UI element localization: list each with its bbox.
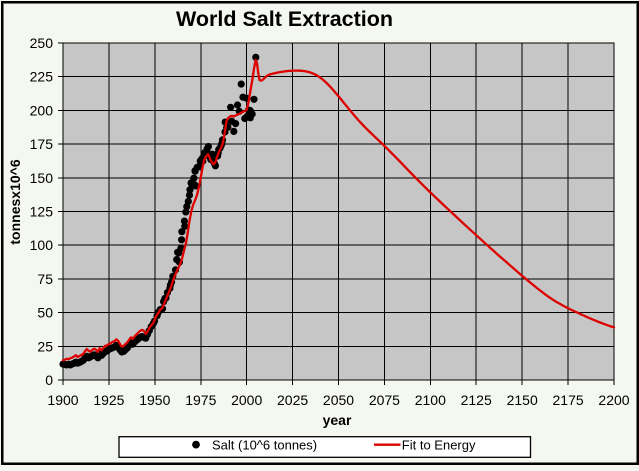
svg-text:2200: 2200 <box>598 392 629 408</box>
svg-text:2100: 2100 <box>415 392 446 408</box>
svg-text:200: 200 <box>30 102 54 118</box>
svg-text:250: 250 <box>30 35 54 51</box>
svg-text:Salt (10^6 tonnes): Salt (10^6 tonnes) <box>212 438 317 453</box>
svg-text:2075: 2075 <box>369 392 400 408</box>
svg-text:150: 150 <box>30 170 54 186</box>
svg-text:2000: 2000 <box>231 392 262 408</box>
svg-text:50: 50 <box>37 305 53 321</box>
svg-text:Fit to Energy: Fit to Energy <box>402 438 476 453</box>
svg-text:125: 125 <box>30 204 54 220</box>
svg-text:2050: 2050 <box>323 392 354 408</box>
svg-text:100: 100 <box>30 237 54 253</box>
svg-text:2150: 2150 <box>507 392 538 408</box>
svg-text:1900: 1900 <box>47 392 78 408</box>
svg-text:2125: 2125 <box>461 392 492 408</box>
svg-text:World Salt Extraction: World Salt Extraction <box>176 7 393 31</box>
svg-text:175: 175 <box>30 136 54 152</box>
svg-text:year: year <box>323 412 352 428</box>
svg-text:2175: 2175 <box>553 392 584 408</box>
svg-text:1925: 1925 <box>93 392 124 408</box>
svg-text:25: 25 <box>37 338 53 354</box>
svg-text:75: 75 <box>37 271 53 287</box>
svg-text:225: 225 <box>30 69 54 85</box>
svg-text:1950: 1950 <box>139 392 170 408</box>
svg-text:2025: 2025 <box>277 392 308 408</box>
svg-text:tonnesx10^6: tonnesx10^6 <box>7 159 23 244</box>
svg-text:0: 0 <box>45 372 53 388</box>
svg-text:1975: 1975 <box>185 392 216 408</box>
